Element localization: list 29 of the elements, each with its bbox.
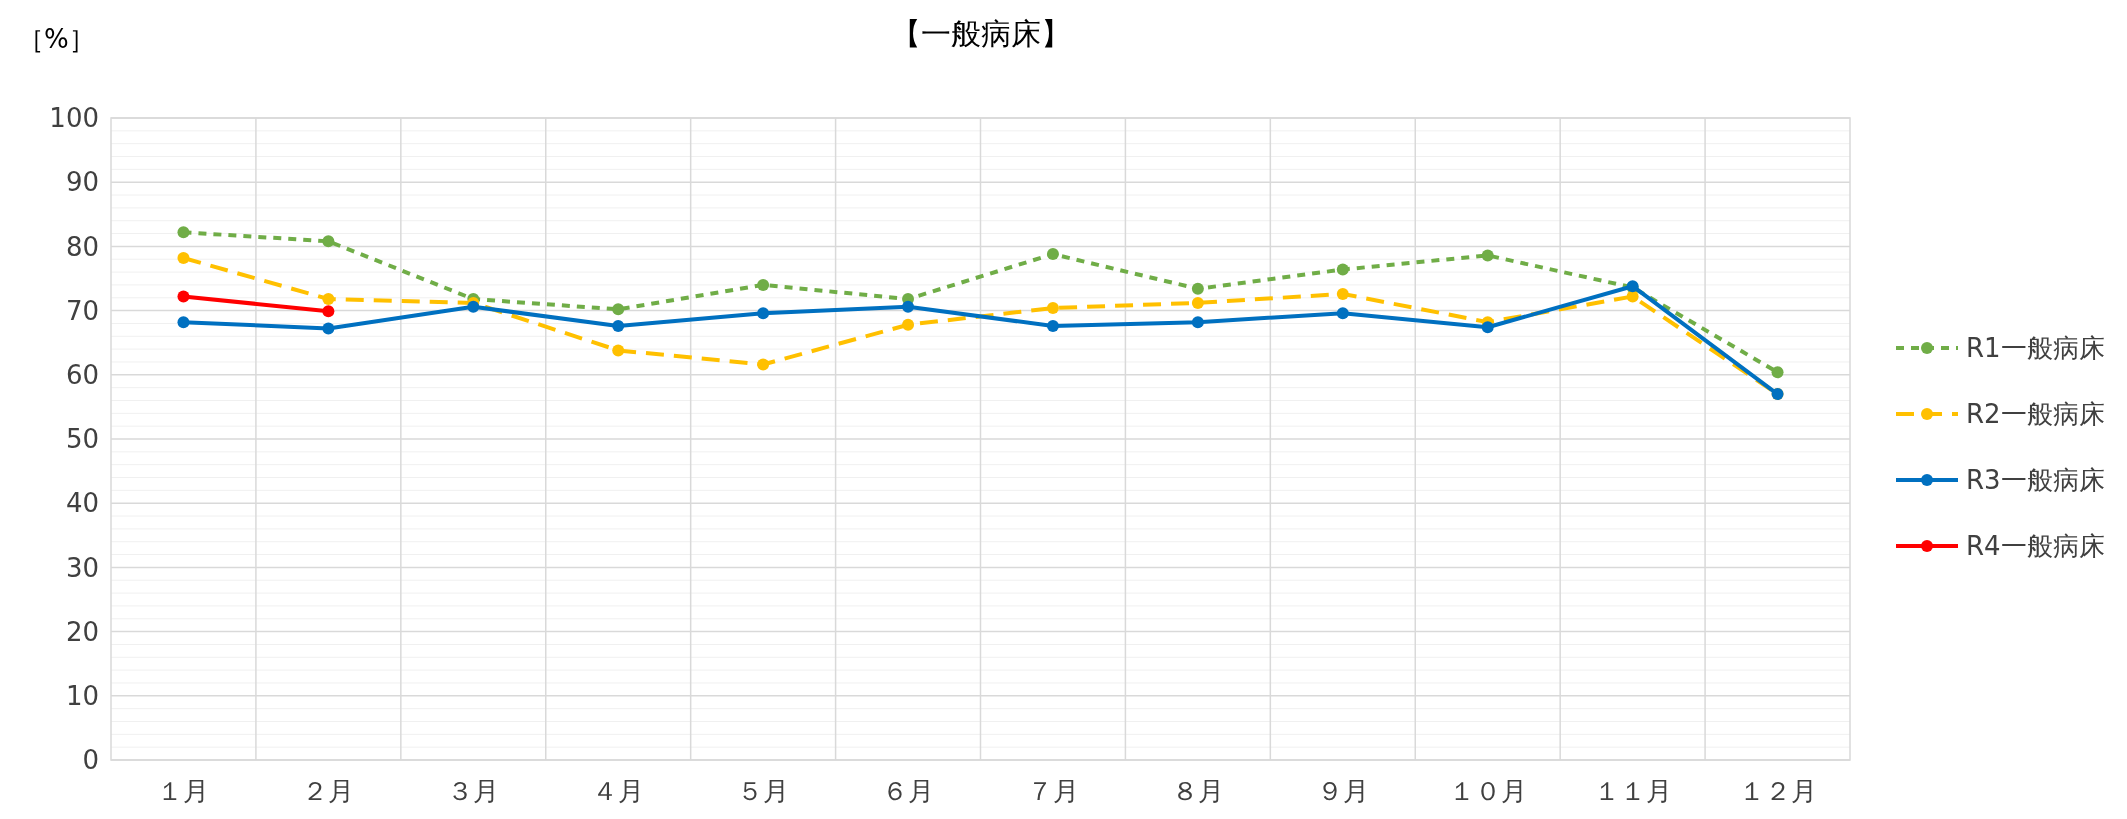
x-tick-label: ４月 bbox=[592, 776, 645, 806]
y-tick-label: 0 bbox=[82, 745, 99, 776]
y-tick-label: 90 bbox=[65, 167, 99, 198]
x-tick-label: ５月 bbox=[737, 776, 790, 806]
x-tick-label: ２月 bbox=[302, 776, 355, 806]
x-tick-label: ６月 bbox=[882, 776, 935, 806]
x-tick-label: ８月 bbox=[1171, 776, 1224, 806]
legend-label: R4一般病床 bbox=[1966, 531, 2105, 562]
y-tick-label: 20 bbox=[65, 616, 99, 647]
legend-label: R3一般病床 bbox=[1966, 465, 2105, 496]
y-tick-label: 60 bbox=[65, 359, 99, 390]
x-tick-label: １月 bbox=[157, 776, 210, 806]
x-tick-label: １０月 bbox=[1448, 776, 1527, 806]
x-tick-label: １２月 bbox=[1738, 776, 1817, 806]
y-tick-label: 40 bbox=[65, 488, 99, 519]
legend-label: R1一般病床 bbox=[1966, 333, 2105, 364]
legend-label: R2一般病床 bbox=[1966, 399, 2105, 430]
x-tick-label: ７月 bbox=[1026, 776, 1079, 806]
chart-title: 【一般病床】 bbox=[890, 16, 1071, 51]
y-tick-label: 10 bbox=[65, 680, 99, 711]
y-tick-label: 30 bbox=[65, 552, 99, 583]
x-tick-label: １１月 bbox=[1593, 776, 1672, 806]
y-tick-label: 80 bbox=[65, 231, 99, 262]
y-tick-label: 50 bbox=[65, 424, 99, 455]
y-axis-title: ［%］ bbox=[18, 24, 95, 54]
x-tick-label: ９月 bbox=[1316, 776, 1369, 806]
y-tick-label: 70 bbox=[65, 295, 99, 326]
x-tick-label: ３月 bbox=[447, 776, 500, 806]
y-tick-label: 100 bbox=[49, 103, 99, 134]
